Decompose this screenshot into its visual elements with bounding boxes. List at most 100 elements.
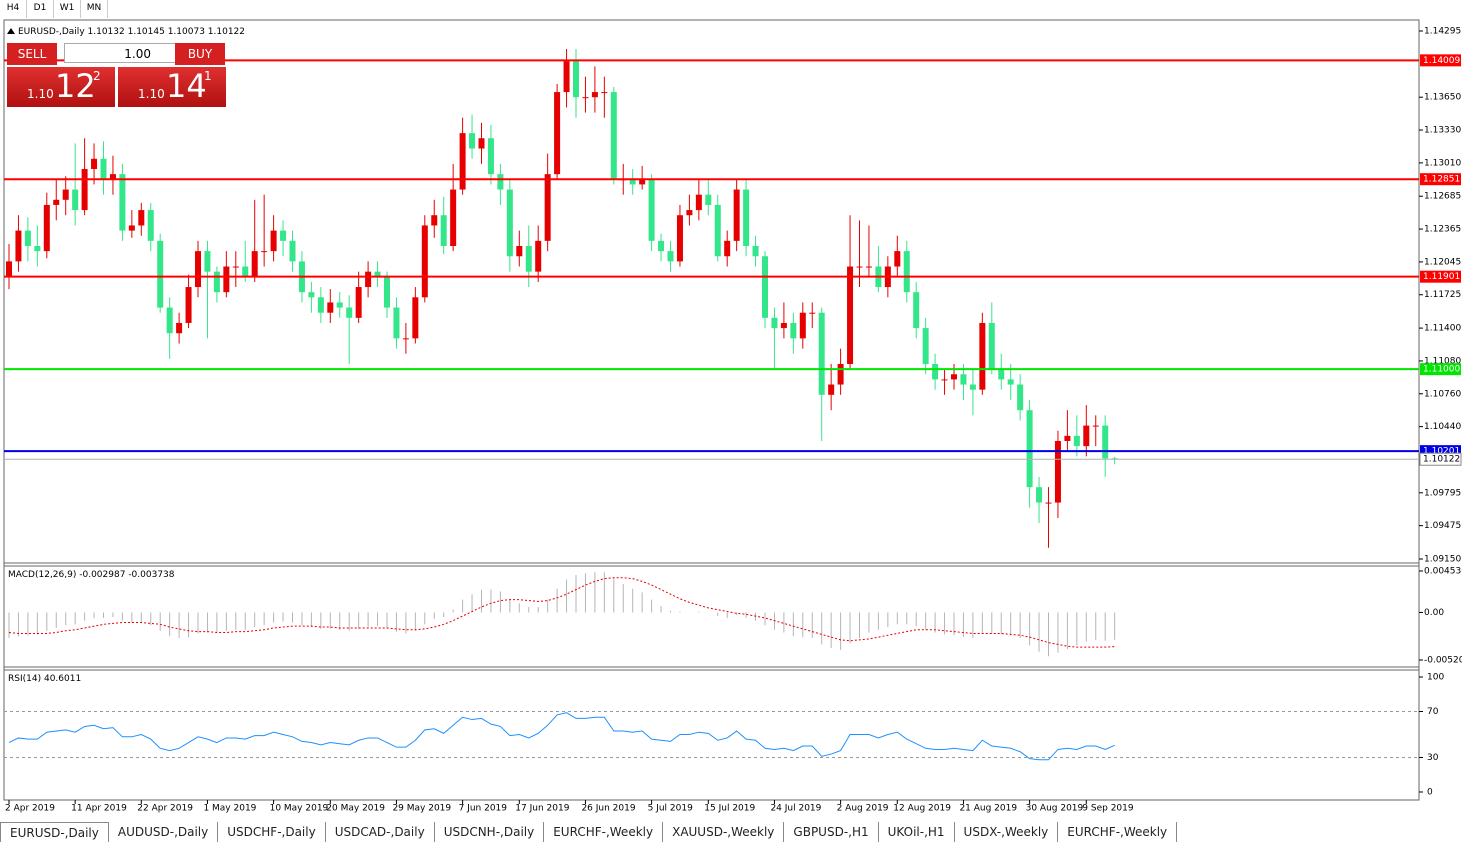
candle-body [733,189,740,241]
timeframe-button[interactable]: D1 [27,0,54,18]
candle-body [393,307,400,339]
candle-body [1092,425,1099,427]
chart-title: EURUSD-,Daily 1.10132 1.10145 1.10073 1.… [18,27,245,37]
y-tick-label: 1.10760 [1424,389,1461,399]
chart-tab[interactable]: UKOil-,H1 [879,822,955,842]
candle-body [213,271,220,293]
y-tick-label: 100 [1427,673,1444,683]
chart-tab[interactable]: USDX-,Weekly [955,822,1059,842]
x-tick-label: 22 Apr 2019 [137,804,193,814]
candle-body [856,266,863,268]
chart-tab[interactable]: EURCHF-,Weekly [544,822,664,842]
candle-body [138,210,145,226]
candle-body [676,215,683,262]
buy-price[interactable]: 1.10 14 1 [118,67,226,107]
chart-tabs: EURUSD-,Daily AUDUSD-,Daily USDCHF-,Daily U… [0,822,1178,842]
candle-body [790,322,797,339]
candle-body [922,328,929,365]
collapse-icon[interactable] [7,28,15,34]
candle-body [109,174,116,180]
candle-body [506,189,513,257]
price-prefix: 1.10 [138,87,165,101]
candle-body [969,384,976,390]
candle-body [459,133,466,190]
x-tick-label: 26 Jun 2019 [581,804,635,814]
y-tick-label: 30 [1427,753,1439,763]
candle-body [658,240,665,252]
candle-body [469,133,476,149]
y-tick-label: -0.005205 [1424,656,1462,666]
price-small: 2 [93,69,101,83]
candle-body [667,251,674,262]
candle-body [440,215,447,246]
x-tick-label: 2 Aug 2019 [837,804,889,814]
candle-body [185,287,192,323]
chart-tab[interactable]: AUDUSD-,Daily [109,822,219,842]
candle-body [894,251,901,267]
candle-body [478,138,485,149]
level-tag [1420,270,1461,283]
sell-button[interactable]: SELL [7,43,57,65]
chart-frame [3,19,1420,801]
macd-title: MACD(12,26,9) -0.002987 -0.003738 [8,570,175,580]
rsi-line [8,712,1115,761]
candle-body [497,174,504,190]
candle-body [450,189,457,246]
chart-tab[interactable]: USDCHF-,Daily [218,822,326,842]
candle-body [346,307,353,318]
candle-body [355,287,362,318]
candle-body [1026,410,1033,488]
lot-input[interactable]: 1.00 [64,43,178,63]
chart-tab[interactable]: EURUSD-,Daily [0,822,109,842]
y-tick-label: 1.10440 [1424,422,1461,432]
candle-body [563,61,570,93]
chart-tab[interactable]: USDCNH-,Daily [435,822,545,842]
candle-body [421,225,428,298]
chart-tab[interactable]: EURCHF-,Weekly [1058,822,1178,842]
candle-body [639,179,646,185]
candle-body [535,240,542,272]
x-tick-label: 5 Jul 2019 [648,804,693,814]
chart-tab[interactable]: GBPUSD-,H1 [784,822,879,842]
chart-tab[interactable]: USDCAD-,Daily [326,822,435,842]
candle-body [72,189,79,211]
x-tick-label: 11 Apr 2019 [71,804,127,814]
timeframe-button[interactable]: W1 [54,0,81,18]
candle-body [289,240,296,262]
x-tick-label: 9 Sep 2019 [1082,804,1134,814]
x-tick-label: 21 Aug 2019 [959,804,1017,814]
candle-body [516,245,523,257]
level-label: 1.11901 [1423,272,1460,282]
chart: EURUSD-,Daily 1.10132 1.10145 1.10073 1.… [3,19,1462,814]
sell-price[interactable]: 1.10 12 2 [7,67,115,107]
candle-body [752,245,759,257]
candle-body [743,189,750,246]
candle-body [157,240,164,308]
candle-body [365,271,372,288]
x-tick-label: 20 May 2019 [326,804,385,814]
y-tick-label: 0.004536 [1424,567,1462,577]
level-tag [1420,363,1461,376]
candle-body [837,364,844,385]
candle-body [960,374,967,385]
price-small: 1 [204,69,212,83]
candle-body [591,92,598,98]
candle-body [771,317,778,329]
timeframe-button[interactable]: H4 [0,0,27,18]
candle-body [818,312,825,395]
candle-body [53,199,60,205]
y-tick-label: 1.11725 [1424,290,1461,300]
buy-button[interactable]: BUY [175,43,225,65]
candle-body [941,379,948,381]
timeframe-button[interactable]: MN [81,0,108,18]
candle-body [903,251,910,293]
timeframe-toolbar: H4 D1 W1 MN [0,0,108,18]
candle-body [280,230,287,241]
candle-body [1036,487,1043,503]
level-tag [1420,173,1461,186]
level-label: 1.14009 [1423,56,1460,66]
x-tick-label: 12 Aug 2019 [893,804,951,814]
x-tick-label: 7 Jun 2019 [459,804,508,814]
chart-tab[interactable]: XAUUSD-,Weekly [663,822,785,842]
y-tick-label: 1.14295 [1424,27,1461,37]
